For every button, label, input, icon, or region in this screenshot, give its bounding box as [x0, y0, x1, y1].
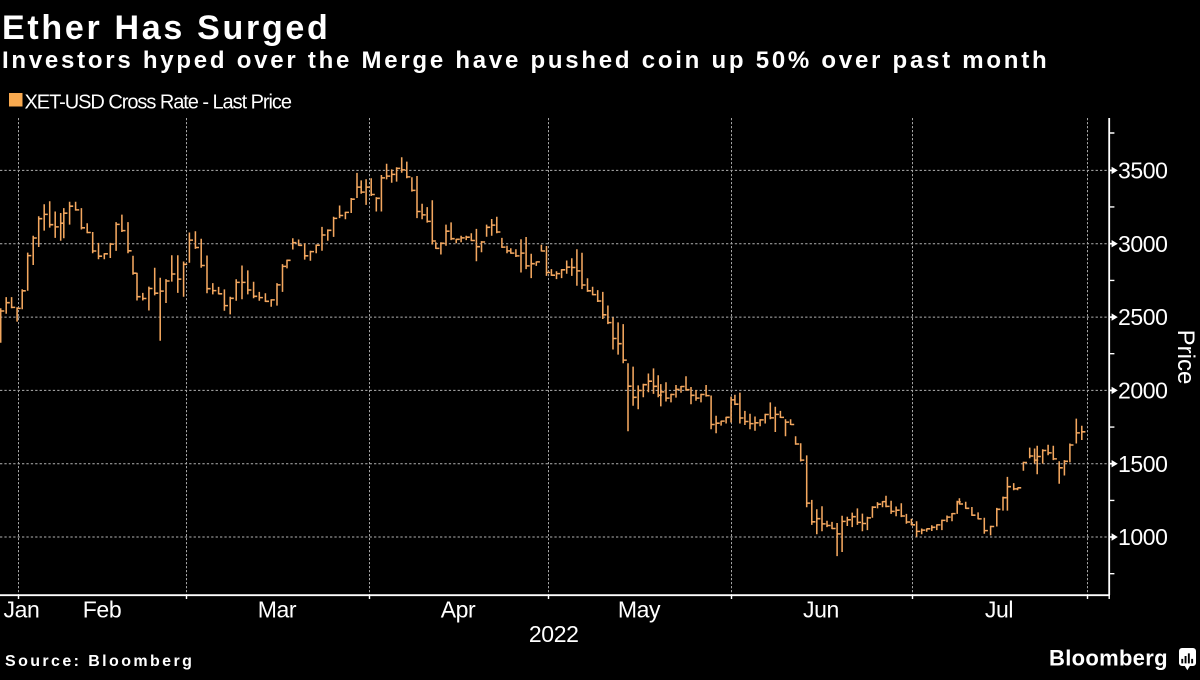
svg-text:Investors hyped over the Merge: Investors hyped over the Merge have push… — [2, 47, 1049, 74]
svg-text:1000: 1000 — [1118, 524, 1168, 550]
svg-text:3500: 3500 — [1118, 158, 1168, 184]
svg-text:2000: 2000 — [1118, 378, 1168, 404]
svg-text:Ether Has Surged: Ether Has Surged — [2, 9, 331, 47]
svg-text:XET-USD Cross Rate - Last Pric: XET-USD Cross Rate - Last Price — [25, 92, 292, 114]
svg-text:Jul: Jul — [985, 597, 1013, 623]
svg-text:Feb: Feb — [83, 597, 121, 623]
svg-text:May: May — [618, 597, 661, 623]
svg-text:Apr: Apr — [441, 597, 476, 623]
svg-text:1500: 1500 — [1118, 451, 1168, 477]
svg-text:Source: Bloomberg: Source: Bloomberg — [5, 653, 194, 670]
svg-text:Jun: Jun — [803, 597, 839, 623]
svg-text:2022: 2022 — [529, 621, 579, 647]
svg-text:Mar: Mar — [258, 597, 297, 623]
svg-text:2500: 2500 — [1118, 304, 1168, 330]
svg-text:Bloomberg: Bloomberg — [1049, 646, 1168, 671]
svg-text:3000: 3000 — [1118, 231, 1168, 257]
svg-text:Jan: Jan — [4, 597, 40, 623]
svg-text:Price: Price — [1172, 330, 1199, 385]
